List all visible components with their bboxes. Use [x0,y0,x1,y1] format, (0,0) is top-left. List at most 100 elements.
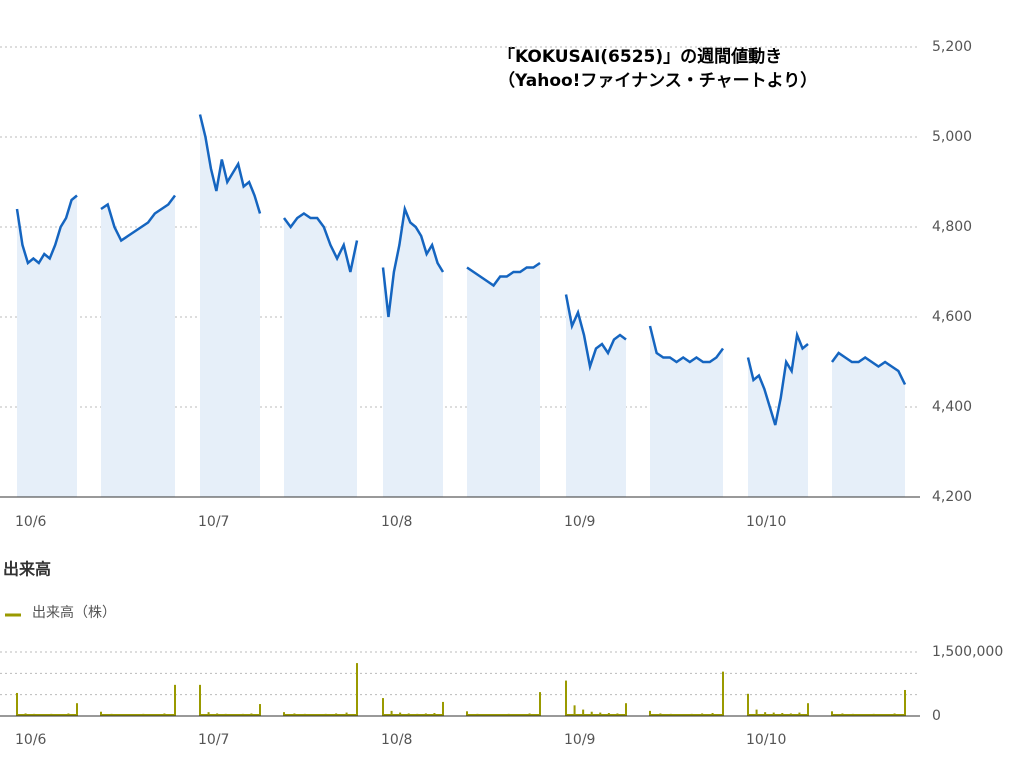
x-tick-label: 10/10 [746,514,786,530]
price-line [830,351,907,386]
volume-bar [152,714,155,716]
volume-bar [528,713,531,716]
volume-bar [24,713,27,716]
volume-bar [486,714,489,716]
y-tick-label: 4,400 [932,399,972,415]
y-tick-label: 1,500,000 [932,644,1003,660]
volume-bar [216,713,219,716]
volume-bar [345,712,348,716]
volume-bar [382,698,384,716]
volume-bar [76,703,78,716]
volume-bar [893,713,896,716]
x-tick-label: 10/9 [564,514,595,530]
volume-bar [904,689,906,716]
volume-bar [883,714,886,716]
volume-bar [607,713,610,716]
volume-bar [747,693,749,716]
volume-bar [497,714,500,716]
volume-bar [711,713,714,716]
y-tick-label: 4,800 [932,219,972,235]
volume-bar [616,713,619,716]
volume-bar [841,713,844,716]
volume-bar [807,703,809,716]
volume-bar [33,713,36,716]
area [101,195,175,497]
volume-bar [722,671,724,716]
volume-bar [335,713,338,716]
volume-bar [507,713,510,716]
volume-bar [781,713,784,716]
area [832,353,905,497]
volume-bar [121,714,124,716]
y-tick-label: 0 [932,708,941,724]
volume-bar [424,713,427,716]
price-line [648,325,725,364]
price-line [198,114,262,214]
volume-bar [100,711,102,716]
volume-bar [399,712,402,716]
volume-bar [293,713,296,716]
volume-bar [669,713,672,716]
x-tick-label: 10/8 [381,732,412,748]
x-tick-label: 10/10 [746,732,786,748]
area [467,263,540,497]
area [383,209,443,497]
volume-bar [356,663,358,716]
chart-subtitle: （Yahoo!ファイナンス・チャートより） [498,70,817,91]
area [650,326,723,497]
volume-bar [659,713,662,716]
volume-bar [233,714,236,716]
volume-bar [207,712,210,716]
volume-bar [625,703,627,716]
volume-bar [789,713,792,716]
volume-bar [539,692,541,716]
x-tick-label: 10/9 [564,732,595,748]
x-tick-label: 10/7 [198,732,229,748]
y-tick-label: 5,200 [932,39,972,55]
volume-bar [303,713,306,716]
volume-bar [142,713,145,716]
volume-bar [851,713,854,716]
volume-bar [573,705,576,716]
volume-bar [131,714,134,716]
volume-bar [224,713,227,716]
volume-bar [174,684,176,716]
volume-bar [163,713,166,716]
volume-bar [50,713,53,716]
volume-bar [590,711,593,716]
legend-label: 出来高（株） [32,604,116,621]
volume-bar [466,711,468,716]
volume-bar [250,713,253,716]
volume-bar [241,713,244,716]
y-tick-label: 4,200 [932,489,972,505]
volume-bar [41,714,44,716]
price-line [466,261,541,288]
volume-bar [599,712,602,716]
volume-title: 出来高 [3,560,51,579]
volume-bar [16,692,18,716]
area [566,294,626,497]
chart-title: 「KOKUSAI(6525)」の週間値動き [498,46,782,67]
volume-bar [110,713,113,716]
volume-bar [582,709,585,716]
area [200,114,260,497]
volume-bar [433,713,436,716]
volume-bar [199,684,201,716]
price-line [564,294,627,372]
volume-bar [67,713,70,716]
x-tick-label: 10/6 [15,514,47,530]
volume-bar [690,713,693,716]
price-line [282,211,359,273]
volume-bar [755,709,758,716]
price-line [746,330,809,426]
volume-bar [680,714,683,716]
volume-bar [442,701,444,716]
volume-bar [798,712,801,716]
x-tick-label: 10/6 [15,732,47,748]
volume-bar [390,710,393,716]
volume-bar [58,714,61,716]
volume-bar [772,712,775,716]
volume-bar [324,713,327,716]
price-line [381,204,445,318]
